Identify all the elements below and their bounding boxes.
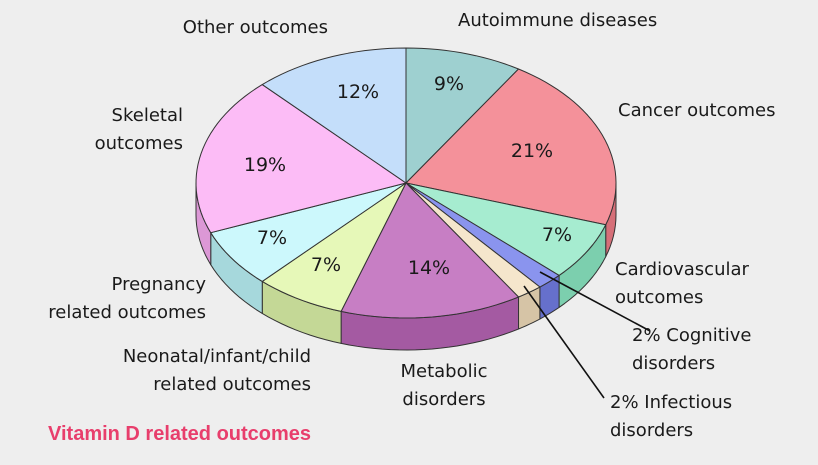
category-label-autoimmune: Autoimmune diseases xyxy=(458,10,657,31)
slice-pregnancy xyxy=(210,182,407,282)
slice-cancer xyxy=(405,68,617,226)
category-label-cardiovascular: outcomes xyxy=(615,287,703,308)
slice-cognitive xyxy=(405,182,560,288)
category-label-infectious: 2% Infectious xyxy=(610,392,732,413)
category-label-metabolic: disorders xyxy=(402,389,485,410)
category-label-neonatal: Neonatal/infant/child xyxy=(123,346,311,367)
pct-label-neonatal: 7% xyxy=(311,254,341,276)
category-label-neonatal: related outcomes xyxy=(153,374,311,395)
category-label-skeletal: Skeletal xyxy=(112,105,183,126)
pct-label-autoimmune: 9% xyxy=(434,73,464,95)
slice-cardiovascular xyxy=(405,182,607,276)
category-label-cancer: Cancer outcomes xyxy=(618,100,775,121)
pct-label-metabolic: 14% xyxy=(408,257,450,279)
category-label-cognitive: 2% Cognitive xyxy=(632,325,751,346)
leader-line-cognitive xyxy=(539,271,651,332)
category-labels: Autoimmune diseases Cancer outcomes Cardio… xyxy=(48,10,775,441)
slice-metabolic xyxy=(340,182,520,319)
pie-sides xyxy=(195,182,617,351)
category-label-skeletal: outcomes xyxy=(95,133,183,154)
category-label-metabolic: Metabolic xyxy=(400,361,487,382)
pie-slices xyxy=(195,47,617,319)
category-label-pregnancy: Pregnancy xyxy=(112,274,207,295)
slice-neonatal xyxy=(261,182,407,312)
category-label-infectious: disorders xyxy=(610,420,693,441)
pct-label-cardiovascular: 7% xyxy=(542,224,572,246)
pct-label-pregnancy: 7% xyxy=(257,227,287,249)
leader-line-infectious xyxy=(523,285,605,399)
pct-label-other: 12% xyxy=(337,81,379,103)
pct-label-cancer: 21% xyxy=(511,140,553,162)
percent-labels: 9% 21% 7% 14% 7% 7% 19% 12% xyxy=(244,73,572,279)
slice-autoimmune xyxy=(405,47,520,184)
slice-infectious xyxy=(405,182,541,298)
leader-lines xyxy=(523,271,651,399)
category-label-cardiovascular: Cardiovascular xyxy=(615,259,750,280)
category-label-pregnancy: related outcomes xyxy=(48,302,206,323)
category-label-other: Other outcomes xyxy=(183,17,328,38)
slice-skeletal xyxy=(195,84,407,234)
category-label-cognitive: disorders xyxy=(632,353,715,374)
pct-label-skeletal: 19% xyxy=(244,154,286,176)
chart-title: Vitamin D related outcomes xyxy=(48,423,312,445)
slice-other xyxy=(261,47,407,184)
